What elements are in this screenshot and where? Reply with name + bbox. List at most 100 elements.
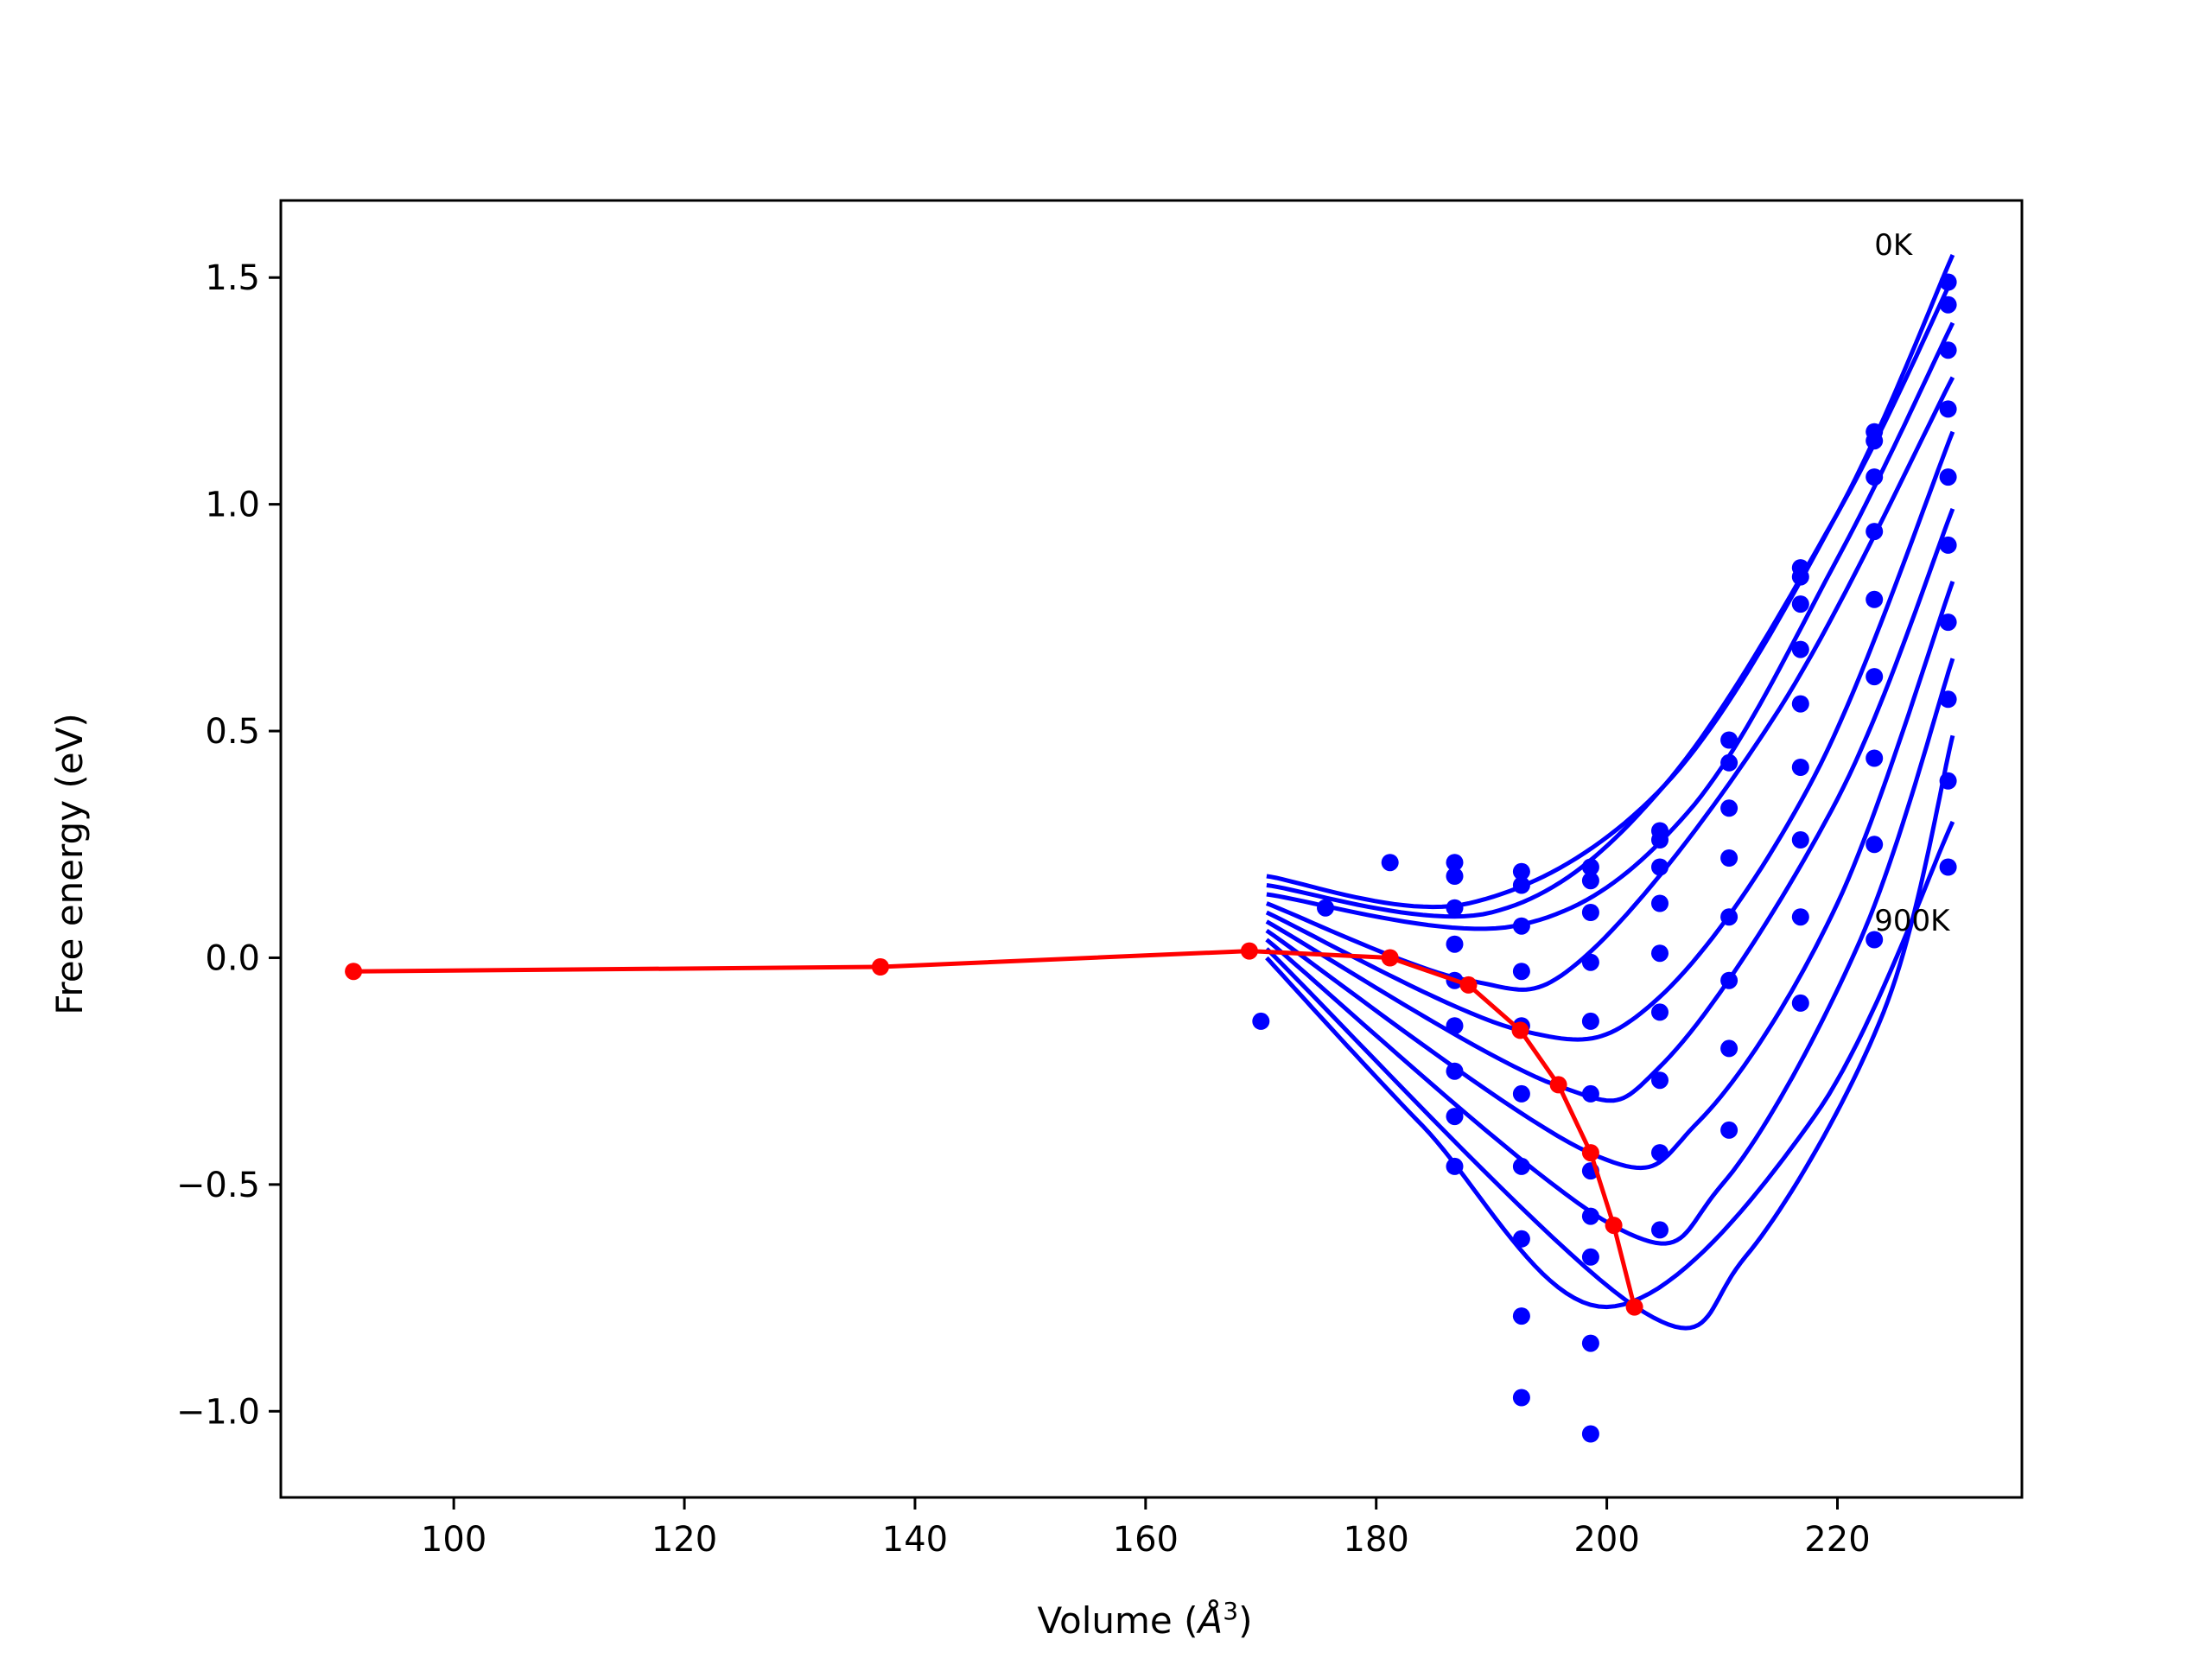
data-point (1791, 908, 1809, 926)
minimum-point (345, 963, 363, 981)
data-point (1866, 836, 1884, 854)
x-tick-label: 200 (1573, 1520, 1639, 1560)
minimum-point (1240, 942, 1258, 960)
fit-curve-5 (1265, 508, 1955, 1103)
data-point (1939, 858, 1957, 876)
data-point (1512, 876, 1530, 894)
x-tick-label: 100 (421, 1520, 486, 1560)
plot-area: 0K 900K (345, 228, 1957, 1443)
y-tick-label: 1.0 (205, 486, 260, 525)
data-point (1866, 590, 1884, 608)
data-point (1651, 831, 1669, 849)
data-point (1446, 868, 1464, 885)
data-point (1581, 953, 1599, 971)
data-point (1866, 468, 1884, 486)
minimum-point (1625, 1298, 1643, 1316)
data-point (1720, 908, 1738, 926)
axes: 100 120 140 160 180 200 220 −1.0 −0.5 0.0 0.5 1.0 1.… (176, 199, 2024, 1560)
data-point (1866, 749, 1884, 767)
data-point (1446, 1062, 1464, 1080)
data-point (1791, 759, 1809, 776)
data-point (1581, 872, 1599, 890)
data-point (1720, 731, 1738, 749)
x-tick-label: 220 (1804, 1520, 1870, 1560)
y-tick-label: 0.5 (205, 712, 260, 752)
minimum-point (1459, 976, 1478, 994)
data-point (1581, 1084, 1599, 1103)
minimum-point (1511, 1021, 1529, 1039)
x-axis-label: Volume (Å3) (1038, 1597, 1253, 1642)
data-point (1651, 1221, 1669, 1239)
plot-frame (279, 199, 2024, 1499)
x-tick-label: 120 (652, 1520, 717, 1560)
data-point (1939, 273, 1957, 291)
data-point (1512, 1307, 1530, 1325)
y-axis-label: Free energy (eV) (48, 713, 91, 1015)
data-point (1317, 899, 1334, 917)
data-point (1939, 400, 1957, 418)
data-point (1791, 568, 1809, 586)
data-point (1446, 1017, 1464, 1035)
data-point (1446, 1157, 1464, 1175)
data-point (1720, 1121, 1738, 1139)
data-point (1720, 799, 1738, 817)
fit-curve-7 (1265, 658, 1955, 1246)
y-tick-label: 0.0 (205, 938, 260, 978)
minimum-point (1605, 1217, 1623, 1235)
annotation-900k: 900K (1874, 904, 1951, 938)
data-point (1866, 432, 1884, 450)
data-point (1791, 595, 1809, 613)
minimum-point (1381, 949, 1399, 967)
x-tick-label: 140 (882, 1520, 948, 1560)
data-point (1939, 296, 1957, 314)
data-point (1651, 1144, 1669, 1162)
data-point (1381, 854, 1399, 872)
data-point (1651, 1071, 1669, 1090)
data-point (1939, 341, 1957, 359)
data-point (1512, 1157, 1530, 1175)
data-point (1512, 963, 1530, 981)
data-point (1581, 904, 1599, 921)
data-point (1939, 468, 1957, 486)
y-tick-label: −1.0 (176, 1392, 260, 1432)
data-point (1581, 1248, 1599, 1266)
y-tick-label: 1.5 (205, 258, 260, 298)
data-point (1512, 862, 1530, 880)
data-point (1939, 536, 1957, 554)
data-point (1446, 899, 1464, 917)
y-tick-label: −0.5 (176, 1166, 260, 1205)
minimum-line (353, 949, 1637, 1308)
data-point (1939, 690, 1957, 709)
data-point (1651, 858, 1669, 876)
data-point (1791, 994, 1809, 1012)
data-point (1252, 1012, 1270, 1030)
data-point (1791, 831, 1809, 849)
data-point (1866, 931, 1884, 949)
data-point (1791, 695, 1809, 713)
x-tick-label: 160 (1113, 1520, 1179, 1560)
data-point (1651, 1003, 1669, 1021)
data-point (1651, 944, 1669, 963)
data-point (1581, 858, 1599, 876)
fit-curve-4 (1265, 430, 1955, 1042)
data-point (1651, 894, 1669, 912)
data-point (1720, 753, 1738, 772)
data-point (1446, 1108, 1464, 1126)
data-point (1581, 1425, 1599, 1443)
data-point (1446, 854, 1464, 872)
data-point (1939, 613, 1957, 632)
data-point (1939, 772, 1957, 790)
x-tick-label: 180 (1344, 1520, 1409, 1560)
data-point (1791, 640, 1809, 658)
data-point (1512, 1230, 1530, 1248)
fit-curve-6 (1265, 581, 1955, 1171)
data-point (1581, 1334, 1599, 1352)
data-point (1720, 971, 1738, 989)
data-point (1512, 1084, 1530, 1103)
data-point (1512, 1389, 1530, 1407)
minimum-point (1549, 1076, 1567, 1094)
data-point (1512, 917, 1530, 935)
data-point (1581, 1012, 1599, 1030)
fit-curve-1 (1266, 276, 1955, 919)
